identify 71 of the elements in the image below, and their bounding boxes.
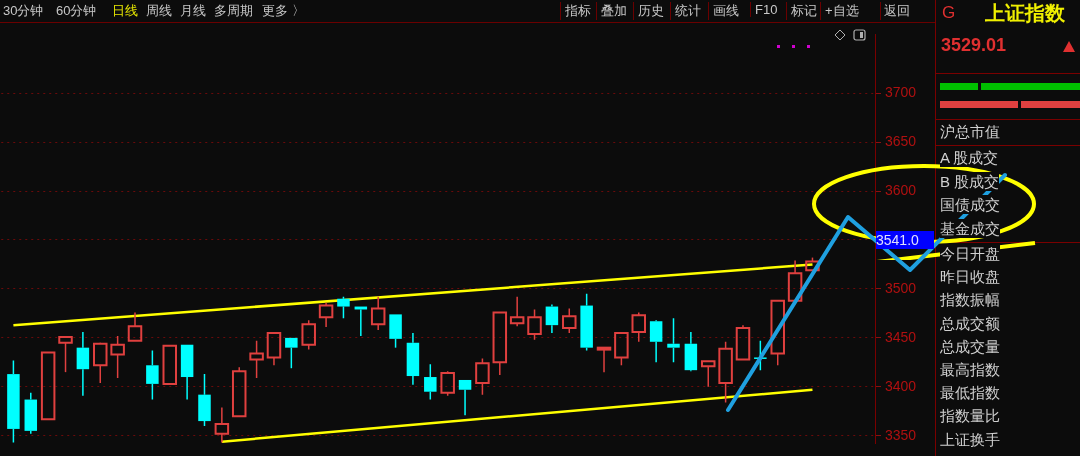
candlestick (318, 301, 334, 328)
candlestick (231, 366, 247, 418)
text: 上证换手 (940, 429, 1000, 449)
text: 总成交量 (940, 336, 1000, 356)
candlestick (684, 331, 698, 371)
candlestick (667, 317, 680, 364)
text: 基金成交 (940, 218, 1000, 238)
text: A 股成交 (940, 148, 999, 167)
text: 今日开盘 (940, 244, 1000, 263)
text: 日线 (112, 2, 138, 20)
text: 叠加 (596, 2, 627, 20)
text: 最低指数 (940, 383, 1000, 403)
candlestick (545, 303, 559, 334)
text: 多周期 (214, 2, 253, 20)
y-tick-label: 3400 (885, 377, 917, 394)
text: 30分钟 (3, 2, 44, 20)
text: 昨日收盘 (940, 267, 1000, 287)
text: 最高指数 (940, 360, 1000, 379)
candlestick (649, 321, 663, 364)
candlestick (214, 406, 230, 444)
text: 返回 (880, 2, 910, 20)
candlestick (458, 379, 472, 416)
y-tick-label: 3350 (885, 426, 917, 443)
text: B 股成交 (940, 171, 1000, 191)
candlestick (110, 335, 125, 379)
text: 国债成交 (940, 195, 1000, 214)
y-tick-label: 3700 (885, 84, 917, 100)
text: 指数振幅 (940, 290, 1000, 310)
text: 画线 (708, 2, 739, 20)
text: F10 (750, 2, 778, 17)
text: 更多 〉 (262, 2, 305, 20)
candlestick (787, 259, 803, 302)
text: 3529.01 (941, 35, 1007, 56)
candlestick (370, 296, 386, 331)
candlestick (198, 373, 211, 427)
candlestick (596, 346, 612, 373)
text: 历史 (633, 2, 664, 20)
candlestick (249, 340, 264, 379)
text: G (942, 3, 956, 23)
y-tick-label: 3450 (885, 328, 917, 345)
candlestick (93, 342, 108, 384)
text: 上证指数 (985, 1, 1065, 26)
candlestick (24, 391, 38, 435)
candlestick (7, 359, 20, 444)
y-tick-label: 3650 (885, 132, 917, 149)
text: +自选 (820, 2, 859, 20)
text: 指标 (560, 2, 591, 20)
text: 3541.0 (876, 231, 934, 249)
candlestick (735, 324, 751, 361)
candlestick (492, 311, 508, 376)
candlestick (58, 335, 73, 373)
text: 指数量比 (940, 406, 1000, 426)
candlestick (700, 360, 716, 388)
y-tick-label: 3600 (885, 181, 917, 198)
candlestick (424, 363, 437, 401)
candlestick (406, 332, 420, 386)
candlestick (146, 349, 159, 401)
candlestick (266, 331, 282, 367)
candlestick (509, 296, 525, 327)
text: 沪总市值 (940, 122, 1000, 141)
candlestick (127, 311, 143, 342)
y-tick-label: 3500 (885, 279, 917, 296)
text: 总成交额 (940, 313, 1000, 333)
candlestick (631, 311, 647, 343)
text: 标记 (786, 2, 817, 20)
text: 60分钟 (56, 2, 97, 20)
text: 统计 (670, 2, 701, 20)
text: 周线 (146, 2, 172, 20)
text: 月线 (180, 2, 206, 20)
candlestick (76, 331, 90, 397)
candlestick (718, 341, 733, 404)
